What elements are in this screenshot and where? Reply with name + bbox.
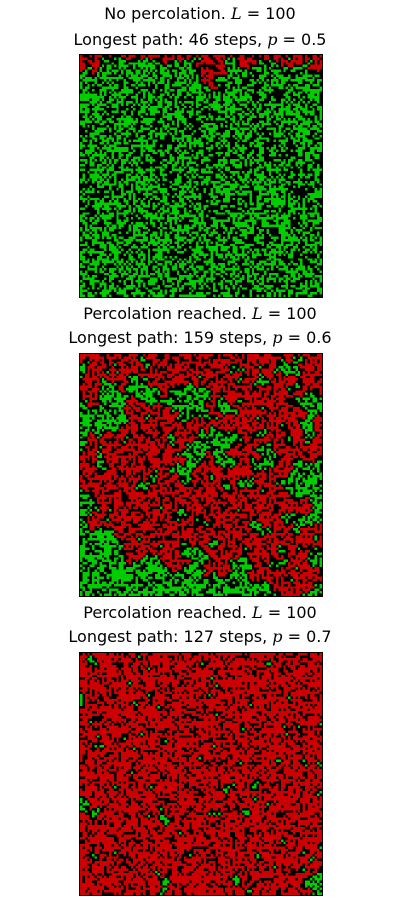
panel-1-p-label: p [267, 30, 278, 49]
panel-2-title-line-2: Longest path: 159 steps, p = 0.6 [0, 326, 400, 350]
lattice-grid-p-0-5 [79, 54, 323, 298]
panel-1-title-line-1: No percolation. L = 100 [0, 2, 400, 26]
panel-3-p-value: = 0.7 [287, 627, 332, 646]
panel-1-path: Longest path: 46 steps, [73, 30, 263, 49]
panel-3-path: Longest path: 127 steps, [68, 627, 268, 646]
panel-1-title-line-2: Longest path: 46 steps, p = 0.5 [0, 28, 400, 52]
panel-1-L-label: L [230, 4, 242, 23]
lattice-canvas-3 [80, 653, 322, 895]
panel-3-L-label: L [251, 603, 263, 622]
panel-3-title-line-1: Percolation reached. L = 100 [0, 601, 400, 625]
panel-2-status: Percolation reached. [83, 304, 247, 323]
panel-1-status: No percolation. [104, 4, 226, 23]
panel-3-status: Percolation reached. [83, 603, 247, 622]
lattice-canvas-2 [80, 354, 322, 596]
panel-3-p-label: p [272, 627, 283, 646]
panel-3-title-line-2: Longest path: 127 steps, p = 0.7 [0, 625, 400, 649]
panel-1-p-value: = 0.5 [282, 30, 327, 49]
lattice-grid-p-0-6 [79, 353, 323, 597]
panel-2-p-label: p [272, 328, 283, 347]
panel-2-L-value: = 100 [267, 304, 317, 323]
panel-2-p-value: = 0.6 [287, 328, 332, 347]
panel-3-L-value: = 100 [267, 603, 317, 622]
panel-1-L-value: = 100 [246, 4, 296, 23]
panel-2-title-line-1: Percolation reached. L = 100 [0, 302, 400, 326]
panel-2-path: Longest path: 159 steps, [68, 328, 268, 347]
lattice-canvas-1 [80, 55, 322, 297]
lattice-grid-p-0-7 [79, 652, 323, 896]
panel-2-L-label: L [251, 304, 263, 323]
